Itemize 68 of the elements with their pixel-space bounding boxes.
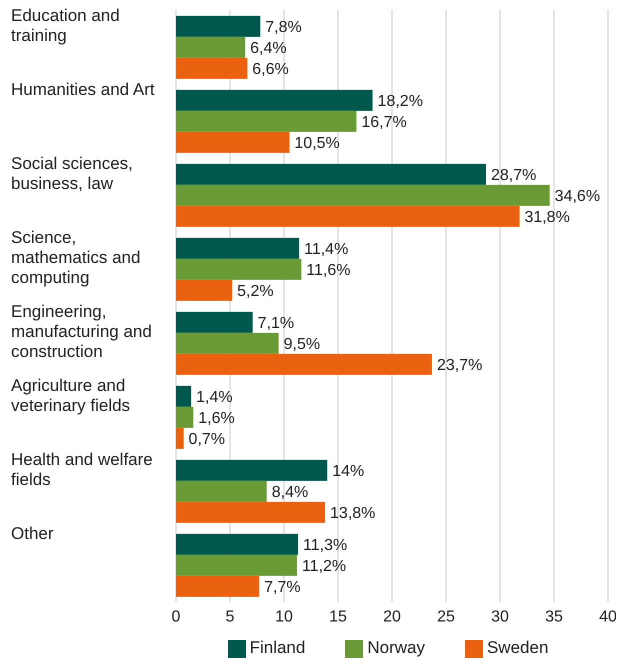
x-tick-label: 30 (491, 608, 509, 626)
bar (176, 386, 192, 407)
bar (176, 280, 232, 301)
data-label: 7,7% (264, 579, 301, 596)
data-label: 1,4% (196, 389, 233, 406)
bar (176, 534, 298, 555)
legend-label: Norway (367, 638, 425, 657)
data-label: 8,4% (272, 484, 308, 502)
bar (176, 554, 297, 576)
data-label: 31,8% (524, 209, 570, 226)
data-label: 7,8% (265, 19, 302, 36)
bar (176, 406, 194, 428)
y-tick-label: Social sciences, business, law (11, 154, 133, 193)
data-label: 23,7% (436, 357, 482, 374)
data-label: 11,4% (304, 241, 348, 258)
data-label: 0,7% (188, 431, 226, 448)
data-label: 6,6% (252, 61, 289, 78)
x-tick-label: 0 (172, 608, 181, 626)
bar (176, 460, 328, 481)
data-label: 11,3% (303, 537, 348, 554)
data-label: 10,5% (294, 135, 340, 152)
data-label: 11,2% (302, 558, 346, 576)
x-tick-label: 20 (383, 608, 401, 626)
y-tick-label: Engineering, manufacturing and construction (11, 302, 152, 361)
bar (176, 184, 550, 206)
data-label: 14% (332, 463, 364, 480)
bar (176, 16, 260, 37)
data-label: 11,6% (306, 262, 350, 280)
y-tick-label: Humanities and Art (11, 80, 155, 99)
bar (176, 58, 248, 79)
bar (176, 90, 373, 111)
data-label: 16,7% (361, 114, 407, 132)
x-tick-label: 35 (545, 608, 563, 626)
data-label: 5,2% (237, 283, 274, 300)
bar (176, 238, 300, 259)
data-label: 6,4% (250, 40, 287, 58)
y-tick-label: Agriculture and veterinary fields (11, 376, 130, 415)
x-tick-label: 5 (226, 608, 235, 626)
x-tick-label: 15 (329, 608, 347, 626)
y-tick-label: Other (11, 524, 54, 543)
bar (176, 354, 432, 375)
bar (176, 428, 184, 449)
legend-label: Sweden (486, 638, 548, 657)
bar (176, 332, 279, 354)
bar (176, 132, 290, 153)
x-tick-label: 40 (599, 608, 617, 626)
bar (176, 36, 246, 58)
bar (176, 576, 260, 597)
bar (176, 480, 267, 502)
bar (176, 206, 520, 227)
data-label: 7,1% (258, 315, 294, 332)
bar (176, 110, 356, 132)
bar (176, 312, 253, 333)
x-tick-label: 10 (275, 608, 293, 626)
bar (176, 258, 302, 280)
bar (176, 502, 326, 523)
data-label: 1,6% (198, 410, 235, 428)
x-tick-label: 25 (437, 608, 455, 626)
y-tick-label: Education and training (11, 6, 120, 45)
legend-label: Finland (250, 638, 306, 657)
y-tick-label: Science, mathematics and computing (11, 228, 140, 287)
data-label: 34,6% (554, 188, 600, 206)
data-label: 28,7% (490, 167, 536, 184)
y-tick-label: Health and welfare fields (11, 450, 153, 489)
data-label: 13,8% (330, 505, 376, 522)
data-label: 18,2% (378, 93, 423, 110)
data-label: 9,5% (284, 336, 320, 354)
bar (176, 164, 486, 185)
